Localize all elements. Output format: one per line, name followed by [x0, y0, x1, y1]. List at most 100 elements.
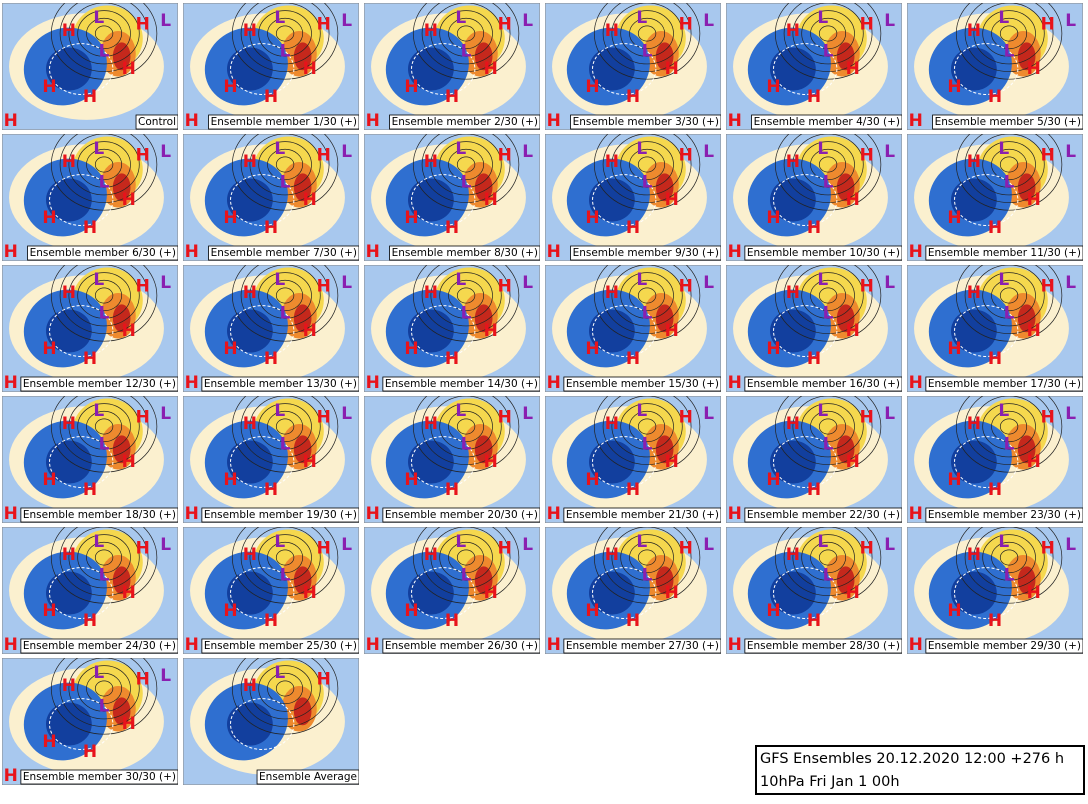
pressure-marker: H — [605, 21, 619, 41]
contour — [94, 418, 114, 435]
contour — [94, 549, 114, 566]
panel-label: Ensemble member 6/30 (+) — [30, 247, 176, 259]
map-blue-core — [227, 571, 273, 615]
pressure-marker: H — [786, 21, 800, 41]
contour — [620, 10, 674, 57]
map-red — [293, 435, 312, 464]
label-box — [382, 376, 540, 392]
panel-label: Ensemble member 19/30 (+) — [204, 509, 357, 521]
pressure-marker: H — [317, 670, 331, 690]
pressure-marker: H — [62, 21, 76, 41]
pressure-marker: L — [160, 404, 171, 424]
pressure-marker: L — [341, 273, 352, 293]
pressure-marker: L — [1065, 404, 1076, 424]
contour — [955, 134, 1063, 211]
contour — [448, 148, 485, 181]
pressure-marker: H — [626, 611, 640, 631]
footer-box — [755, 745, 1085, 795]
pressure-marker: H — [185, 504, 199, 524]
panel-label: Control — [138, 116, 176, 128]
pressure-marker: H — [243, 414, 257, 434]
contour — [258, 272, 312, 319]
pressure-marker: H — [303, 190, 317, 210]
panel-label: Ensemble member 4/30 (+) — [754, 116, 900, 128]
contour — [439, 10, 493, 57]
pressure-marker: H — [4, 504, 18, 524]
contour — [240, 3, 330, 72]
label-box — [925, 638, 1083, 654]
contour — [439, 272, 493, 319]
pressure-marker: L — [884, 11, 895, 31]
pressure-marker: L — [280, 41, 291, 61]
map-red — [474, 435, 493, 464]
contour — [593, 396, 701, 473]
pressure-marker: H — [136, 670, 150, 690]
map-red — [293, 173, 312, 202]
map-red — [836, 42, 855, 71]
pressure-marker: L — [1004, 434, 1015, 454]
contour — [240, 396, 330, 465]
map-red — [112, 697, 131, 726]
pressure-marker: H — [317, 15, 331, 35]
pressure-marker: H — [122, 452, 136, 472]
pressure-marker: H — [264, 349, 278, 369]
pressure-marker: H — [626, 349, 640, 369]
contour — [448, 410, 485, 443]
pressure-marker: H — [1041, 408, 1055, 428]
pressure-marker: H — [122, 714, 136, 734]
map-blue-core — [770, 178, 816, 222]
contour — [430, 527, 502, 589]
pressure-marker: L — [93, 8, 104, 28]
contour — [258, 141, 312, 188]
pressure-marker: H — [909, 111, 923, 131]
pressure-marker: H — [42, 208, 56, 228]
pressure-marker: H — [264, 218, 278, 238]
map-blue-core — [408, 440, 454, 484]
pressure-marker: L — [703, 142, 714, 162]
map-blue-core — [770, 571, 816, 615]
contour — [430, 265, 502, 327]
map-blue-core — [770, 47, 816, 91]
contour — [783, 3, 873, 72]
pressure-marker: L — [823, 565, 834, 585]
contour — [955, 3, 1063, 80]
contour — [258, 665, 312, 712]
pressure-marker: L — [274, 663, 285, 683]
contour — [86, 279, 123, 312]
pressure-marker: H — [303, 321, 317, 341]
label-box — [20, 769, 178, 785]
pressure-marker: H — [424, 545, 438, 565]
pressure-marker: L — [823, 41, 834, 61]
pressure-marker: H — [243, 545, 257, 565]
map-red — [474, 566, 493, 595]
pressure-marker: H — [366, 373, 380, 393]
pressure-marker: H — [766, 208, 780, 228]
contour — [94, 680, 114, 697]
contour — [991, 17, 1028, 50]
pressure-marker: H — [264, 611, 278, 631]
contour — [258, 10, 312, 57]
pressure-marker: H — [223, 339, 237, 359]
contour — [267, 17, 304, 50]
pressure-marker: H — [665, 321, 679, 341]
pressure-marker: H — [122, 59, 136, 79]
pressure-marker: L — [642, 565, 653, 585]
pressure-marker: H — [807, 611, 821, 631]
contour — [240, 527, 330, 596]
contour — [991, 410, 1028, 443]
pressure-marker: H — [766, 77, 780, 97]
pressure-marker: H — [909, 373, 923, 393]
pressure-marker: H — [860, 408, 874, 428]
contour — [818, 156, 838, 173]
map-red — [655, 435, 674, 464]
pressure-marker: H — [846, 190, 860, 210]
pressure-marker: H — [1027, 452, 1041, 472]
panel-label: Ensemble member 18/30 (+) — [23, 509, 176, 521]
contour — [68, 265, 140, 327]
panel-label: Ensemble member 24/30 (+) — [23, 640, 176, 652]
